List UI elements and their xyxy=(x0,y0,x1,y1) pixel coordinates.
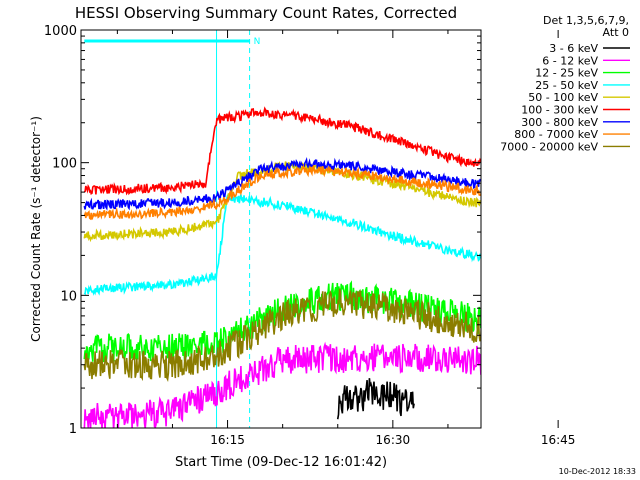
y-tick-label: 1000 xyxy=(44,24,77,39)
legend-label: 100 - 300 keV xyxy=(521,104,598,117)
series-line-100-300-kev xyxy=(83,106,481,196)
x-tick-label: 16:30 xyxy=(376,433,411,447)
legend-label: 7000 - 20000 keV xyxy=(500,140,598,153)
footer-date: 10-Dec-2012 18:33 xyxy=(559,467,636,476)
series-line-25-50-kev xyxy=(83,194,481,296)
legend-label: 50 - 100 keV xyxy=(528,91,598,104)
series-line-7000-20000-kev xyxy=(83,288,481,383)
y-tick-label: 1 xyxy=(69,422,77,437)
y-axis-label: Corrected Count Rate (s⁻¹ detector⁻¹) xyxy=(29,116,43,342)
legend-label: 800 - 7000 keV xyxy=(514,128,598,141)
series-line-3-6-kev xyxy=(336,378,415,420)
legend-header-line: Att 0 xyxy=(603,26,629,39)
x-axis-label: Start Time (09-Dec-12 16:01:42) xyxy=(175,455,387,470)
legend-label: 300 - 800 keV xyxy=(521,116,598,129)
series-line-6-12-kev xyxy=(83,341,481,428)
y-tick-label: 10 xyxy=(60,289,77,304)
series-line-300-800-kev xyxy=(83,157,481,211)
chart-title: HESSI Observing Summary Count Rates, Cor… xyxy=(75,4,457,22)
legend-label: 3 - 6 keV xyxy=(549,42,598,55)
plot-frame xyxy=(80,29,482,429)
legend-label: 12 - 25 keV xyxy=(535,67,598,80)
legend-label: 6 - 12 keV xyxy=(542,54,598,67)
series-line-12-25-kev xyxy=(83,280,481,363)
x-tick-label: 16:15 xyxy=(210,433,245,447)
x-tick-label: 16:45 xyxy=(541,433,576,447)
legend-header-line: Det 1,3,5,6,7,9, xyxy=(543,14,629,27)
series-line-800-7000-kev xyxy=(83,164,481,221)
flag-label: N xyxy=(254,37,261,47)
legend-label: 25 - 50 keV xyxy=(535,79,598,92)
y-tick-label: 100 xyxy=(52,157,77,172)
